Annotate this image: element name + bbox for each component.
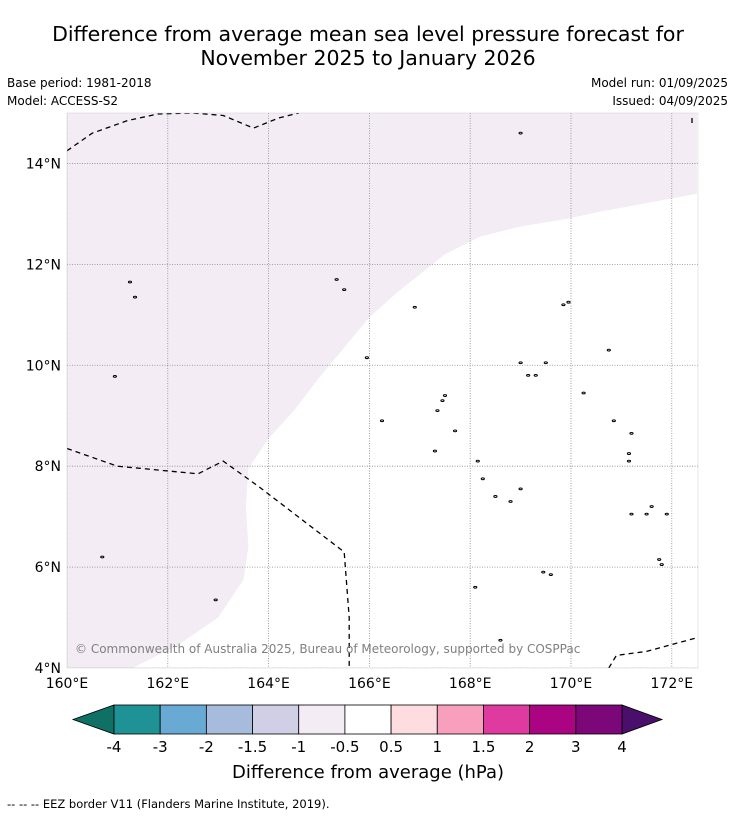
island-outline (112, 374, 117, 378)
island-outline (561, 303, 566, 307)
colorbar-segment (205, 704, 253, 735)
island-outline (649, 505, 654, 508)
colorbar-tick-label: -2 (199, 738, 214, 756)
colorbar-segment (529, 704, 577, 735)
x-tick-label: 170°E (550, 676, 593, 692)
x-tick-label: 168°E (449, 676, 492, 692)
island-outline (100, 555, 105, 559)
island-outline (364, 356, 369, 360)
island-outline (611, 419, 616, 423)
island-outline (541, 570, 546, 574)
island-outline (629, 431, 634, 435)
colorbar-tick-label: 0.5 (379, 738, 403, 756)
colorbar-segment (390, 704, 438, 735)
title-line-2: November 2025 to January 2026 (200, 46, 536, 70)
x-tick-label: 172°E (651, 676, 694, 692)
island-outline (213, 598, 218, 602)
island-outline (548, 573, 553, 577)
y-tick-label: 4°N (35, 661, 61, 677)
copyright-credit: © Commonwealth of Australia 2025, Bureau… (75, 642, 580, 656)
island-outline (334, 278, 339, 281)
island-outline (493, 495, 498, 498)
island-outline (518, 487, 523, 491)
island-outline (543, 361, 548, 365)
colorbar-high-extend (621, 704, 664, 735)
island-outline (440, 399, 445, 402)
plot-frame (66, 112, 699, 669)
island-outline (664, 512, 669, 516)
island-outline (480, 477, 485, 481)
island-outline (432, 449, 438, 453)
island-outline (626, 459, 632, 463)
y-tick-label: 8°N (35, 459, 61, 475)
x-tick-label: 160°E (46, 676, 89, 692)
island-outline (442, 394, 448, 397)
model-name: Model: ACCESS-S2 (7, 94, 119, 108)
island-outline (508, 500, 513, 503)
colorbar-segment (159, 704, 207, 735)
island-outline (452, 429, 458, 433)
y-tick-label: 6°N (35, 560, 61, 576)
island-outline (498, 638, 503, 642)
colorbar-tick-label: -1 (291, 738, 306, 756)
colorbar-tick-label: 1 (432, 738, 442, 756)
island-outline (518, 361, 523, 365)
chart-title: Difference from average mean sea level p… (0, 22, 736, 70)
colorbar-tick-label: -3 (153, 738, 168, 756)
pressure-anomaly-region (67, 113, 697, 668)
island-outline (435, 409, 440, 413)
island-outline (533, 373, 538, 377)
island-outline (659, 563, 664, 566)
colorbar-tick-label: -0.5 (330, 738, 359, 756)
colorbar-segment (252, 704, 300, 735)
island-outline (566, 300, 571, 304)
island-outline (475, 459, 480, 463)
colorbar-segment (436, 704, 484, 735)
island-outline (473, 585, 478, 589)
model-run: Model run: 01/09/2025 (590, 76, 728, 90)
island-outline (526, 373, 531, 377)
island-outline (379, 419, 385, 423)
colorbar-segment (575, 704, 623, 735)
island-outline (606, 348, 611, 352)
island-outline (127, 280, 133, 284)
colorbar-segment (344, 704, 392, 735)
colorbar-segment (483, 704, 531, 735)
island-outline (581, 391, 586, 395)
x-tick-label: 164°E (247, 676, 290, 692)
y-tick-label: 10°N (26, 358, 61, 374)
colorbar-tick-label: -1.5 (238, 738, 267, 756)
y-tick-label: 14°N (26, 156, 61, 172)
issued-date: Issued: 04/09/2025 (612, 94, 728, 108)
colorbar-tick-label: 2 (525, 738, 535, 756)
eez-border-line (608, 637, 698, 668)
colorbar-tick-label: 4 (617, 738, 627, 756)
colorbar-label: Difference from average (hPa) (231, 762, 505, 783)
colorbar-segment (298, 704, 346, 735)
island-outline (626, 452, 632, 455)
colorbar-tick-label: 3 (571, 738, 581, 756)
colorbar-segment (113, 704, 161, 735)
island-outline (132, 295, 138, 299)
island-outline (629, 512, 634, 516)
x-tick-label: 166°E (348, 676, 391, 692)
colorbar-low-extend (71, 704, 115, 735)
island-outline (342, 288, 347, 291)
colorbar-tick-label: 1.5 (472, 738, 496, 756)
colorbar-tick-label: -4 (107, 738, 122, 756)
island-outline (412, 305, 417, 309)
base-period: Base period: 1981-2018 (7, 76, 152, 90)
map-plot-area: © Commonwealth of Australia 2025, Bureau… (67, 113, 698, 668)
island-outline (657, 558, 662, 561)
island-outline (518, 131, 523, 135)
island-outline (644, 512, 649, 516)
eez-footnote: -- -- -- EEZ border V11 (Flanders Marine… (7, 797, 330, 811)
title-line-1: Difference from average mean sea level p… (52, 22, 684, 46)
x-tick-label: 162°E (147, 676, 190, 692)
y-tick-label: 12°N (26, 257, 61, 273)
eez-border-line (67, 447, 350, 668)
